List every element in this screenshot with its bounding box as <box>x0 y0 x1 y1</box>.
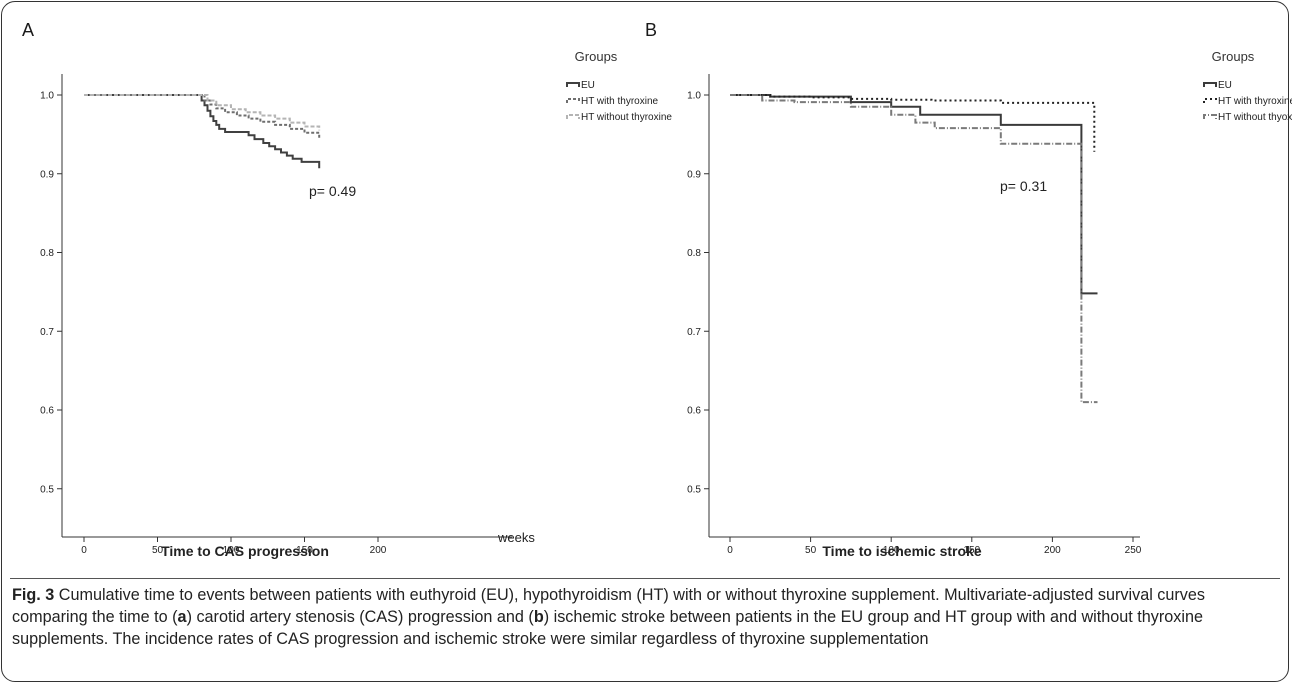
panel-letter-b: B <box>645 20 658 40</box>
y-tick-label: 0.7 <box>687 327 701 338</box>
caption-text-2: ) carotid artery stenosis (CAS) progress… <box>186 608 534 626</box>
x-tick-label: 250 <box>1125 545 1142 556</box>
x-axis-label-b: Time to ischemic stroke <box>822 543 981 559</box>
y-tick-label: 0.8 <box>687 248 701 259</box>
panel-letter-a: A <box>22 20 35 40</box>
curves-a <box>84 94 321 169</box>
legend-swatch <box>566 82 580 87</box>
survival-curve-ht-with-thyroxine <box>84 94 321 140</box>
survival-curve-ht-with-thyroxine <box>730 94 1096 152</box>
curves-b <box>730 94 1098 404</box>
legend-label: HT with thyroxine <box>581 96 659 107</box>
legend-title-a: Groups <box>575 49 618 64</box>
x-tick-label: 150 <box>963 545 980 556</box>
ticks-b: 0 50 100 150 200 250 1.0 0.9 0.8 0.7 0.6 0.5 <box>687 91 1142 557</box>
y-tick-label: 0.6 <box>687 406 701 417</box>
legend-swatch <box>1203 82 1217 87</box>
figure-svg: 0 50 100 150 200 1.0 0.9 0.8 0.7 0.6 0.5 Groups EU… <box>40 49 1292 559</box>
legend-label: HT without thyroxine <box>581 112 672 123</box>
caption-bold-a: a <box>177 608 187 626</box>
legend-label: EU <box>1218 80 1232 91</box>
y-tick-label: 0.9 <box>687 169 701 180</box>
y-tick-label: 0.9 <box>40 169 54 180</box>
caption-text-3: ) ischemic stroke between patients in th… <box>12 608 1203 648</box>
x-tick-label: 150 <box>296 545 313 556</box>
y-tick-label: 0.8 <box>40 248 54 259</box>
y-tick-label: 1.0 <box>40 91 54 102</box>
x-tick-label: 0 <box>727 545 733 556</box>
x-tick-label: 200 <box>1044 545 1061 556</box>
x-tick-label: 50 <box>152 545 164 556</box>
legend-label: EU <box>581 80 595 91</box>
x-tick-label: 100 <box>223 545 240 556</box>
caption-divider <box>10 578 1280 579</box>
legend-label: HT without thyoxine <box>1218 112 1292 123</box>
caption-bold-b: b <box>533 608 544 626</box>
survival-curve-eu <box>84 94 321 169</box>
caption-fig-label: Fig. 3 <box>12 586 55 604</box>
y-tick-label: 0.5 <box>40 484 54 495</box>
y-tick-label: 0.7 <box>40 327 54 338</box>
x-axis-label-a: Time to CAS progression <box>161 543 329 559</box>
caption-text-1: Cumulative time to events between patien… <box>12 586 1205 626</box>
legend-b: EU HT with thyroxine HT without thyoxine <box>1203 80 1292 123</box>
survival-curve-eu <box>730 94 1098 295</box>
chart-panel-b: 0 50 100 150 200 250 1.0 0.9 0.8 0.7 0.6 0.5 Groups… <box>687 49 1292 559</box>
x-axis-unit-a: weeks <box>497 530 535 545</box>
x-tick-label: 100 <box>883 545 900 556</box>
x-tick-label: 0 <box>81 545 87 556</box>
legend-swatch <box>1203 98 1217 103</box>
legend-swatch <box>1203 114 1217 119</box>
p-value-a: p= 0.49 <box>309 183 356 199</box>
p-value-b: p= 0.31 <box>1000 178 1047 194</box>
chart-panel-a: 0 50 100 150 200 1.0 0.9 0.8 0.7 0.6 0.5 Groups EU… <box>40 49 672 559</box>
legend-title-b: Groups <box>1212 49 1255 64</box>
legend-a: EU HT with thyroxine HT without thyroxine <box>566 80 672 123</box>
figure-caption: Fig. 3 Cumulative time to events between… <box>12 584 1277 650</box>
y-tick-label: 0.5 <box>687 484 701 495</box>
legend-swatch <box>566 114 580 119</box>
ticks-a: 0 50 100 150 200 1.0 0.9 0.8 0.7 0.6 0.5 <box>40 91 387 557</box>
x-tick-label: 200 <box>370 545 387 556</box>
survival-curve-ht-without-thyroxine <box>84 94 321 131</box>
y-tick-label: 1.0 <box>687 91 701 102</box>
x-tick-label: 50 <box>805 545 817 556</box>
legend-label: HT with thyroxine <box>1218 96 1292 107</box>
survival-curve-ht-without-thyoxine <box>730 94 1098 404</box>
y-tick-label: 0.6 <box>40 406 54 417</box>
legend-swatch <box>566 98 580 103</box>
